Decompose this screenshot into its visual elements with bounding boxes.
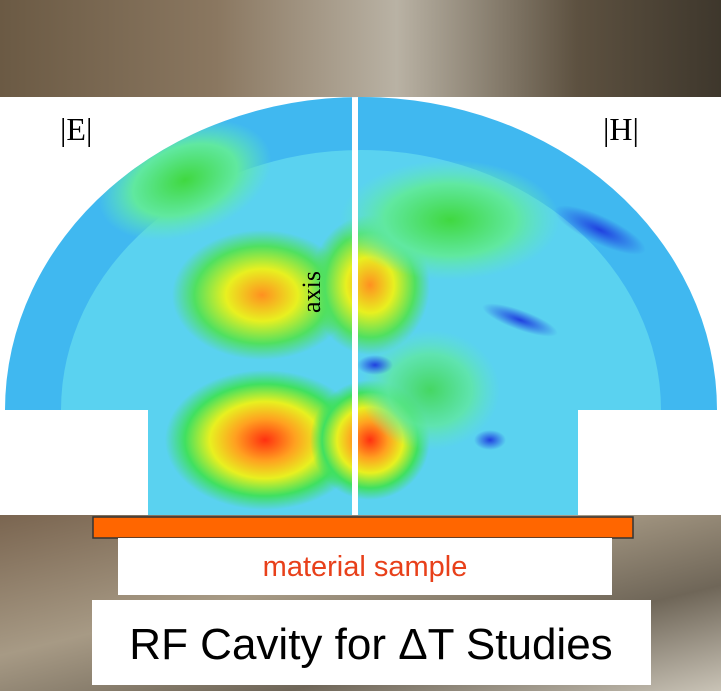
axis-label: axis: [297, 271, 326, 313]
sample-label: material sample: [263, 551, 468, 583]
title: RF Cavity for ΔT Studies: [129, 620, 612, 669]
e-field-label: |E|: [60, 111, 92, 147]
page: |E| |H| axis material sample RF Cavity f…: [0, 0, 721, 691]
h-field-label: |H|: [603, 111, 639, 147]
background-photo-top: [0, 0, 721, 97]
sample-plate: [93, 517, 633, 538]
slide: |E| |H| axis material sample RF Cavity f…: [0, 0, 721, 691]
